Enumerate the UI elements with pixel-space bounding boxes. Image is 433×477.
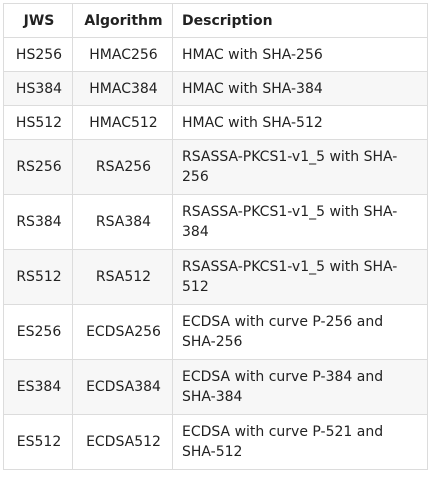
cell-description: ECDSA with curve P-384 and SHA-384: [172, 359, 428, 415]
table-body: HS256 HMAC256 HMAC with SHA-256 HS384 HM…: [3, 37, 428, 470]
jws-algorithms-table: JWS Algorithm Description HS256 HMAC256 …: [3, 3, 428, 470]
cell-algorithm: RSA512: [72, 249, 173, 305]
cell-description: HMAC with SHA-512: [172, 105, 428, 140]
cell-jws: RS384: [3, 194, 73, 250]
cell-algorithm: HMAC512: [72, 105, 173, 140]
header-algorithm: Algorithm: [72, 3, 173, 38]
cell-description: HMAC with SHA-256: [172, 37, 428, 72]
cell-jws: HS512: [3, 105, 73, 140]
cell-jws: ES256: [3, 304, 73, 360]
table-row: ES512 ECDSA512 ECDSA with curve P-521 an…: [3, 414, 428, 470]
cell-jws: HS384: [3, 71, 73, 106]
cell-description: HMAC with SHA-384: [172, 71, 428, 106]
cell-description: ECDSA with curve P-256 and SHA-256: [172, 304, 428, 360]
header-row: JWS Algorithm Description: [3, 3, 428, 38]
table-row: HS256 HMAC256 HMAC with SHA-256: [3, 37, 428, 72]
table-row: ES384 ECDSA384 ECDSA with curve P-384 an…: [3, 359, 428, 415]
cell-jws: RS256: [3, 139, 73, 195]
cell-algorithm: ECDSA256: [72, 304, 173, 360]
table-row: ES256 ECDSA256 ECDSA with curve P-256 an…: [3, 304, 428, 360]
table-row: RS512 RSA512 RSASSA-PKCS1-v1_5 with SHA-…: [3, 249, 428, 305]
cell-description: RSASSA-PKCS1-v1_5 with SHA-384: [172, 194, 428, 250]
header-jws: JWS: [3, 3, 73, 38]
cell-jws: RS512: [3, 249, 73, 305]
cell-algorithm: HMAC384: [72, 71, 173, 106]
cell-algorithm: RSA256: [72, 139, 173, 195]
cell-jws: ES512: [3, 414, 73, 470]
header-description: Description: [172, 3, 428, 38]
table-row: HS512 HMAC512 HMAC with SHA-512: [3, 105, 428, 140]
table-row: RS256 RSA256 RSASSA-PKCS1-v1_5 with SHA-…: [3, 139, 428, 195]
cell-description: RSASSA-PKCS1-v1_5 with SHA-256: [172, 139, 428, 195]
cell-jws: HS256: [3, 37, 73, 72]
table-header: JWS Algorithm Description: [3, 3, 428, 38]
cell-algorithm: ECDSA384: [72, 359, 173, 415]
cell-jws: ES384: [3, 359, 73, 415]
cell-description: ECDSA with curve P-521 and SHA-512: [172, 414, 428, 470]
cell-algorithm: ECDSA512: [72, 414, 173, 470]
cell-algorithm: HMAC256: [72, 37, 173, 72]
table-row: HS384 HMAC384 HMAC with SHA-384: [3, 71, 428, 106]
table-row: RS384 RSA384 RSASSA-PKCS1-v1_5 with SHA-…: [3, 194, 428, 250]
cell-algorithm: RSA384: [72, 194, 173, 250]
cell-description: RSASSA-PKCS1-v1_5 with SHA-512: [172, 249, 428, 305]
